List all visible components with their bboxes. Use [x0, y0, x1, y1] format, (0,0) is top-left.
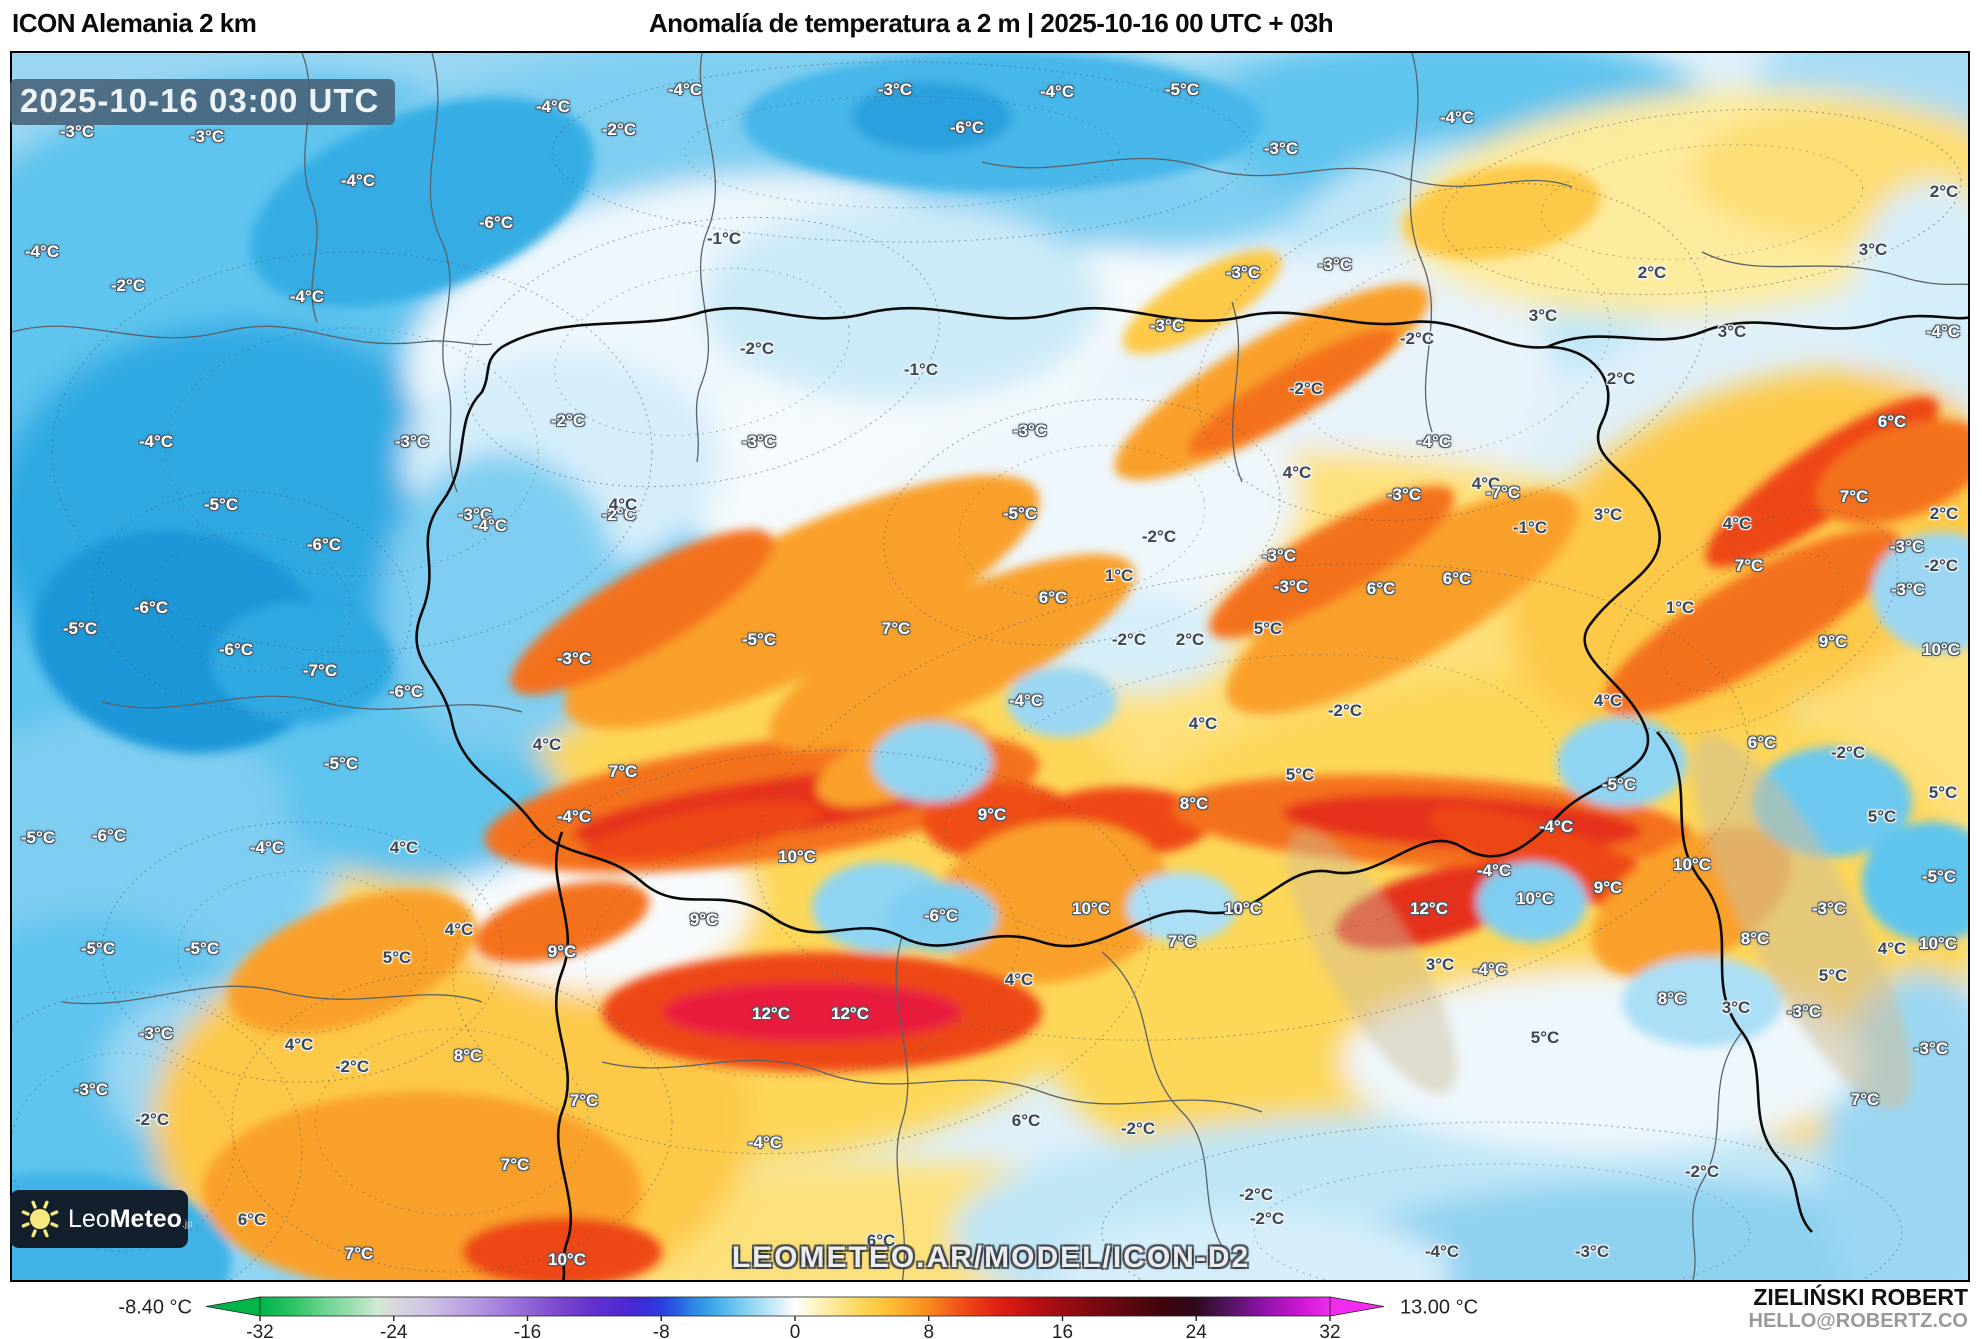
colorbar-max-label: 13.00 °C — [1400, 1297, 1478, 1319]
border-line — [1546, 314, 1968, 349]
field-blob — [1603, 528, 1901, 716]
contour-rings — [12, 61, 1962, 1280]
field-blob — [1209, 485, 1455, 639]
field-blob — [1226, 489, 1578, 715]
color-scale: -32 -24 -16 -8 0 8 16 24 32 -8.40 °C 13.00 °C — [118, 1296, 1478, 1339]
field-blob — [1122, 250, 1282, 354]
colorbar-tick-label: -8 — [653, 1322, 670, 1339]
field-blob — [769, 553, 1135, 751]
field-blob — [1287, 830, 1457, 1094]
field-blob — [1187, 328, 1397, 456]
border-line — [1231, 301, 1243, 483]
field-blob — [250, 97, 594, 307]
border-line — [981, 157, 1573, 188]
colorbar-min-label: -8.40 °C — [118, 1297, 192, 1319]
page-title: Anomalía de temperatura a 2 m | 2025-10-… — [648, 8, 1334, 38]
field-blob — [462, 1217, 662, 1280]
logo-suffix: .jp — [181, 1218, 193, 1230]
colorbar-gradient — [259, 1296, 1331, 1317]
logo-wordmark: LeoMeteo.jp — [68, 1205, 193, 1234]
colorbar-right-arrow — [1329, 1296, 1385, 1317]
logo-part2: Meteo — [109, 1204, 182, 1233]
field-blob — [1622, 957, 1782, 1047]
author-name: ZIELIŃSKI ROBERT — [1753, 1284, 1968, 1310]
colorbar-tick-label: 0 — [790, 1322, 801, 1339]
colorbar-tick-label: -24 — [380, 1322, 408, 1339]
sun-icon — [21, 1200, 59, 1238]
logo-part1: Leo — [68, 1204, 110, 1233]
border-line — [61, 985, 483, 1005]
anomaly-field-image — [12, 53, 1968, 1280]
colorbar-tick-label: 32 — [1319, 1322, 1340, 1339]
colorbar-tick-label: 24 — [1186, 1322, 1208, 1339]
field-blob — [564, 475, 1040, 729]
colorbar-tick-label: 8 — [923, 1322, 934, 1339]
field-blob — [872, 722, 992, 802]
field-blob — [702, 202, 1102, 402]
field-blob — [212, 602, 392, 722]
border-line — [895, 936, 909, 1280]
field-blob — [662, 982, 962, 1042]
author-email: HELLO@ROBERTZ.CO — [1748, 1310, 1969, 1333]
field-blob — [852, 82, 1012, 152]
colorbar-left-arrow — [205, 1296, 261, 1317]
border-line — [601, 1059, 1263, 1113]
credit-block: ZIELIŃSKI ROBERT HELLO@ROBERTZ.CO — [1749, 1284, 1969, 1333]
field-blob — [1403, 164, 1601, 260]
field-blob — [583, 801, 821, 863]
leometeo-logo: LeoMeteo.jp — [10, 1190, 193, 1248]
colorbar-tick-label: -32 — [246, 1322, 273, 1339]
field-blob — [1816, 419, 1968, 525]
field-blob — [933, 820, 1171, 984]
field-blob — [510, 529, 774, 695]
border-line — [1656, 731, 1813, 1233]
field-blob — [228, 890, 476, 1034]
field-blob — [474, 880, 650, 964]
border-line — [695, 53, 716, 463]
colorbar-tick-label: 16 — [1052, 1322, 1073, 1339]
colorbar-tick-label: -16 — [514, 1322, 541, 1339]
field-blob — [1007, 667, 1117, 737]
border-line — [429, 53, 458, 493]
field-blob — [1862, 822, 1968, 942]
weather-map: -3°C -3°C -4°C -2°C -4°C -6°C -4°C -2°C -4°C -2°C… — [10, 51, 1970, 1282]
field-blob — [1127, 872, 1237, 942]
field-blob — [1852, 182, 1968, 422]
border-line — [554, 831, 573, 1280]
field-blob — [1052, 1212, 1452, 1280]
field-core-blobs — [12, 53, 1968, 1280]
field-blob — [1332, 1182, 1968, 1280]
model-title: ICON Alemania 2 km — [12, 8, 257, 38]
border-line — [1701, 251, 1968, 286]
border-line — [1409, 53, 1433, 433]
border-line — [1692, 1031, 1743, 1280]
field-blob — [1477, 862, 1587, 942]
border-line — [415, 306, 1661, 948]
watermark-text: LEOMETEO.AR/MODEL/ICON-D2 — [731, 1241, 1251, 1274]
field-blob — [1872, 532, 1968, 652]
field-blob — [1692, 734, 1912, 1110]
country-borders — [415, 306, 1968, 1280]
timestamp-badge: 2025-10-16 03:00 UTC — [10, 79, 396, 125]
border-line — [1101, 951, 1233, 1263]
field-blob — [1557, 717, 1687, 807]
border-line — [101, 695, 523, 713]
field-blob — [887, 882, 997, 952]
